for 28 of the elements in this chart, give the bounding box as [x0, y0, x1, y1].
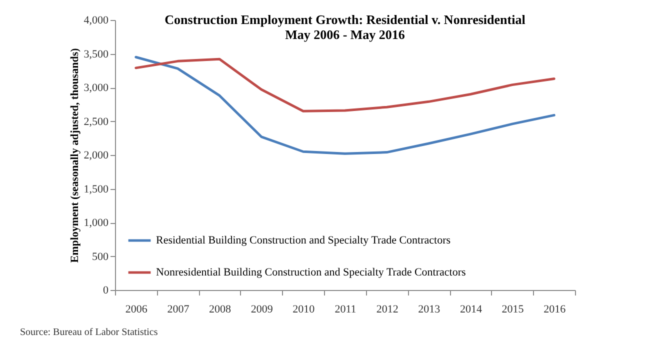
y-tick-label: 2,500	[84, 116, 109, 128]
x-tick-label: 2015	[502, 304, 524, 316]
legend-label: Residential Building Construction and Specialty Trade Contractors	[156, 234, 451, 246]
source-note: Source: Bureau of Labor Statistics	[20, 327, 158, 338]
y-tick-label: 1,000	[84, 217, 109, 229]
x-tick-label: 2010	[292, 304, 316, 316]
x-tick-label: 2016	[544, 304, 566, 316]
y-tick-label: 500	[92, 250, 109, 263]
line-series	[134, 56, 556, 155]
x-tick-label: 2013	[418, 304, 441, 316]
y-tick-label: 3,500	[84, 48, 109, 60]
x-tick-label: 2007	[167, 304, 190, 316]
y-tick-label: 2,000	[84, 150, 109, 162]
x-tick-label: 2006	[125, 304, 148, 316]
x-tick-label: 2009	[250, 304, 274, 316]
legend-label: Nonresidential Building Construction and Specialty Trade Contractors	[156, 266, 466, 278]
y-tick-label: 1,500	[84, 183, 109, 196]
text: Construction Employment Growth: Residential v. Nonresidential	[164, 12, 526, 27]
x-tick-label: 2014	[460, 304, 482, 316]
x-tick-label: 2011	[334, 304, 356, 316]
y-axis-title: Employment (seasonally adjusted, thousands)	[68, 48, 81, 263]
y-tick-label: 3,000	[84, 82, 109, 94]
line-series	[134, 58, 556, 112]
y-tick-label: 4,000	[84, 14, 109, 26]
x-tick-label: 2012	[376, 304, 398, 316]
text: May 2006 - May 2016	[285, 27, 405, 42]
x-tick-label: 2008	[209, 304, 232, 316]
y-tick-label: 0	[103, 284, 109, 296]
